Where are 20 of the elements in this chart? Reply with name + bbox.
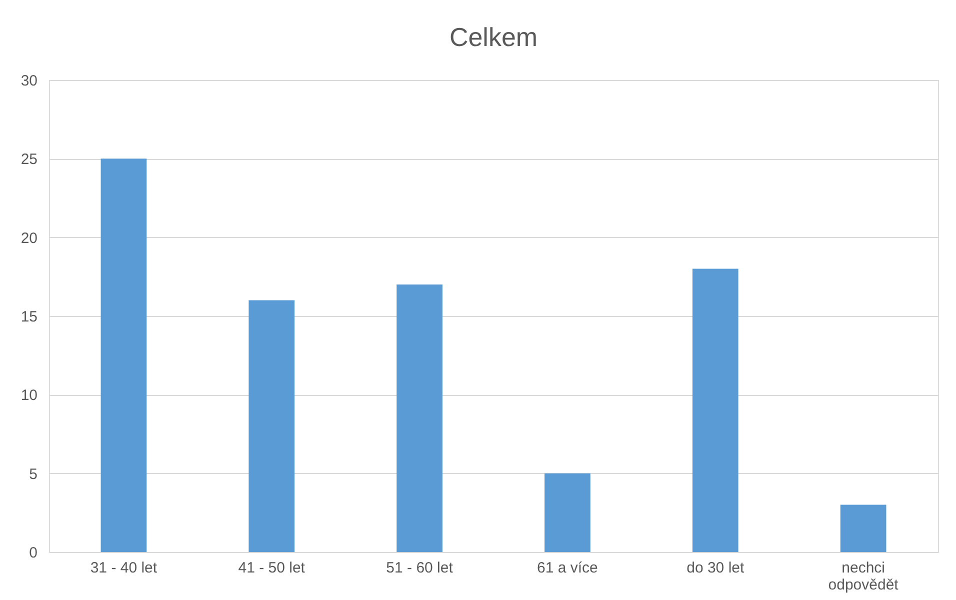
x-tick-label: 61 a více xyxy=(537,560,598,576)
x-tick-label: 41 - 50 let xyxy=(238,560,306,576)
y-tick-label: 5 xyxy=(29,466,38,483)
x-tick-label: do 30 let xyxy=(686,560,745,576)
y-tick-label: 25 xyxy=(20,151,38,168)
chart-title: Celkem xyxy=(449,22,538,52)
y-tick-label: 0 xyxy=(29,544,38,562)
bar xyxy=(248,300,295,552)
bar xyxy=(100,158,147,552)
x-tick-label: 51 - 60 let xyxy=(386,560,454,576)
y-tick-label: 10 xyxy=(20,387,38,404)
y-tick-label: 15 xyxy=(20,308,38,326)
bar xyxy=(840,504,886,552)
x-tick-label: 31 - 40 let xyxy=(90,560,158,576)
bar xyxy=(396,284,442,552)
y-tick-label: 30 xyxy=(20,72,38,90)
bar xyxy=(692,268,738,552)
bar xyxy=(544,473,590,552)
x-tick-label: nechci odpovědět xyxy=(828,560,900,594)
y-tick-label: 20 xyxy=(20,230,38,247)
